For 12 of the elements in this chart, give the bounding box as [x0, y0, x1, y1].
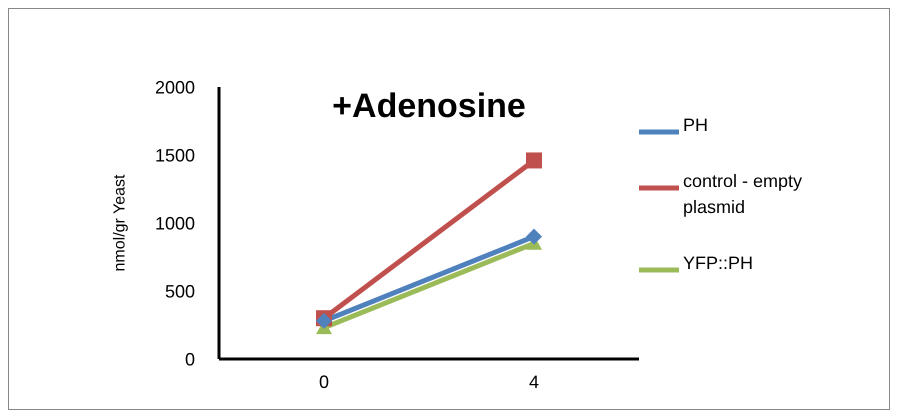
- legend-label: PH: [683, 114, 710, 137]
- y-tick-label: 2000: [154, 77, 195, 98]
- x-tick-label: 4: [528, 372, 540, 392]
- y-axis-title: nmol/gr Yeast: [112, 174, 129, 272]
- point: [526, 152, 542, 168]
- y-tick-label: 1500: [154, 145, 195, 166]
- legend-label: YFP::PH: [683, 252, 754, 275]
- chart-title: +Adenosine: [331, 87, 527, 126]
- y-tick-label: 500: [164, 281, 195, 302]
- legend-label: control - empty plasmid: [683, 170, 804, 219]
- y-tick-label: 1000: [154, 213, 195, 234]
- y-tick-label: 0: [184, 349, 195, 370]
